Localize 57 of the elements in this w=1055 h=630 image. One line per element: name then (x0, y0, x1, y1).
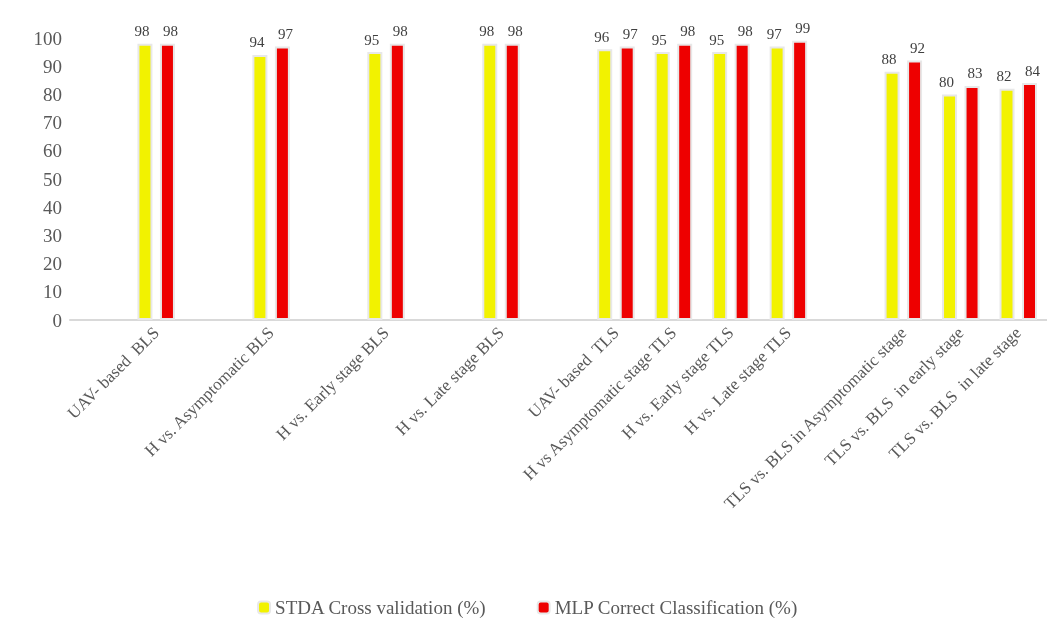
bar (1022, 83, 1038, 320)
data-label: 98 (392, 23, 408, 40)
y-tick-label: 100 (33, 27, 62, 49)
y-tick-label: 10 (43, 281, 62, 303)
bar (389, 43, 405, 320)
data-label: 98 (162, 23, 178, 40)
legend-label: STDA Cross validation (%) (275, 597, 486, 619)
bar (884, 71, 900, 320)
bar (964, 85, 980, 320)
bar (677, 43, 693, 320)
data-label: 97 (277, 25, 294, 42)
data-label: 92 (910, 40, 926, 57)
y-tick-label: 80 (43, 83, 62, 105)
y-tick-label: 20 (43, 253, 62, 275)
data-label: 83 (967, 65, 983, 82)
bar (367, 52, 383, 320)
y-tick-label: 70 (43, 112, 62, 134)
data-label: 88 (881, 51, 897, 68)
bar (712, 52, 728, 320)
bar (619, 46, 635, 320)
data-label: 95 (651, 31, 667, 48)
bar (734, 43, 750, 320)
bar (252, 54, 268, 320)
data-label: 97 (622, 25, 639, 42)
data-label: 94 (249, 34, 265, 51)
data-label: 96 (594, 28, 610, 45)
y-tick-label: 60 (43, 140, 62, 162)
y-tick-label: 0 (52, 309, 62, 331)
bar (999, 88, 1015, 320)
bar (907, 60, 923, 320)
data-label: 98 (507, 23, 523, 40)
bar (792, 40, 808, 320)
data-label: 97 (766, 25, 783, 42)
data-label: 98 (680, 23, 696, 40)
data-label: 98 (737, 23, 753, 40)
y-tick-label: 50 (43, 168, 62, 190)
bar (654, 52, 670, 320)
data-label: 80 (939, 73, 955, 90)
y-tick-label: 30 (43, 224, 62, 246)
data-label: 98 (134, 23, 150, 40)
bar (597, 49, 613, 320)
data-label: 99 (795, 20, 811, 37)
data-label: 84 (1025, 62, 1041, 79)
bar (137, 43, 153, 320)
data-label: 82 (996, 68, 1012, 85)
bar (769, 46, 785, 320)
legend-label: MLP Correct Classification (%) (554, 597, 798, 619)
y-tick-label: 40 (43, 196, 62, 218)
y-tick-label: 90 (43, 55, 62, 77)
data-label: 98 (479, 23, 495, 40)
bar (159, 43, 175, 320)
bar (482, 43, 498, 320)
data-label: 95 (709, 31, 725, 48)
bar (274, 46, 290, 320)
data-label: 95 (364, 31, 380, 48)
bar (942, 94, 958, 320)
bar (504, 43, 520, 320)
